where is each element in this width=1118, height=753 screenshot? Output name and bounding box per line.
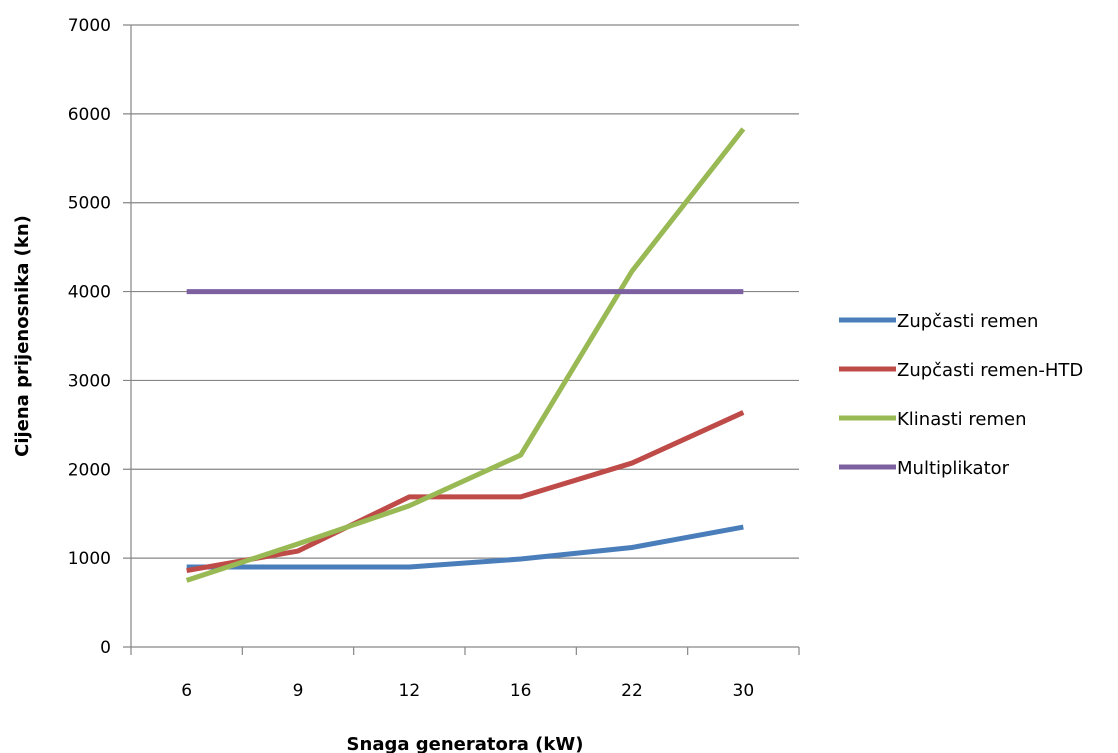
- y-tick-label: 6000: [68, 105, 111, 125]
- y-tick-label: 5000: [68, 194, 111, 214]
- x-axis-tick-labels: 6 9 12 16 22 30: [181, 681, 754, 701]
- x-tick-label: 9: [293, 681, 304, 701]
- series-lines: [185, 127, 746, 583]
- y-tick-label: 3000: [68, 371, 111, 391]
- x-axis-title: Snaga generatora (kW): [347, 734, 584, 753]
- series-line-2: [186, 410, 745, 574]
- legend-label: Multiplikator: [897, 458, 1010, 479]
- y-tick-label: 7000: [68, 16, 111, 36]
- y-tick-label: 4000: [68, 283, 111, 303]
- x-tick-label: 12: [399, 681, 421, 701]
- legend-label: Klinasti remen: [897, 409, 1027, 430]
- x-tick-label: 6: [181, 681, 192, 701]
- y-axis-tick-labels: 0 1000 2000 3000 4000 5000 6000 7000: [68, 16, 111, 658]
- x-tick-label: 22: [621, 681, 643, 701]
- gridlines: [123, 24, 800, 655]
- y-tick-label: 2000: [68, 460, 111, 480]
- series-line-3: [185, 127, 746, 583]
- y-axis-title: Cijena prijenosnika (kn): [12, 215, 33, 457]
- x-tick-label: 30: [733, 681, 755, 701]
- legend-label: Zupčasti remen: [897, 311, 1038, 332]
- y-tick-label: 0: [100, 638, 111, 658]
- y-tick-label: 1000: [68, 549, 111, 569]
- series-line-1: [186, 524, 744, 570]
- legend: Zupčasti remen Zupčasti remen-HTD Klinasti…: [839, 311, 1083, 479]
- x-tick-label: 16: [510, 681, 532, 701]
- legend-label: Zupčasti remen-HTD: [897, 360, 1083, 381]
